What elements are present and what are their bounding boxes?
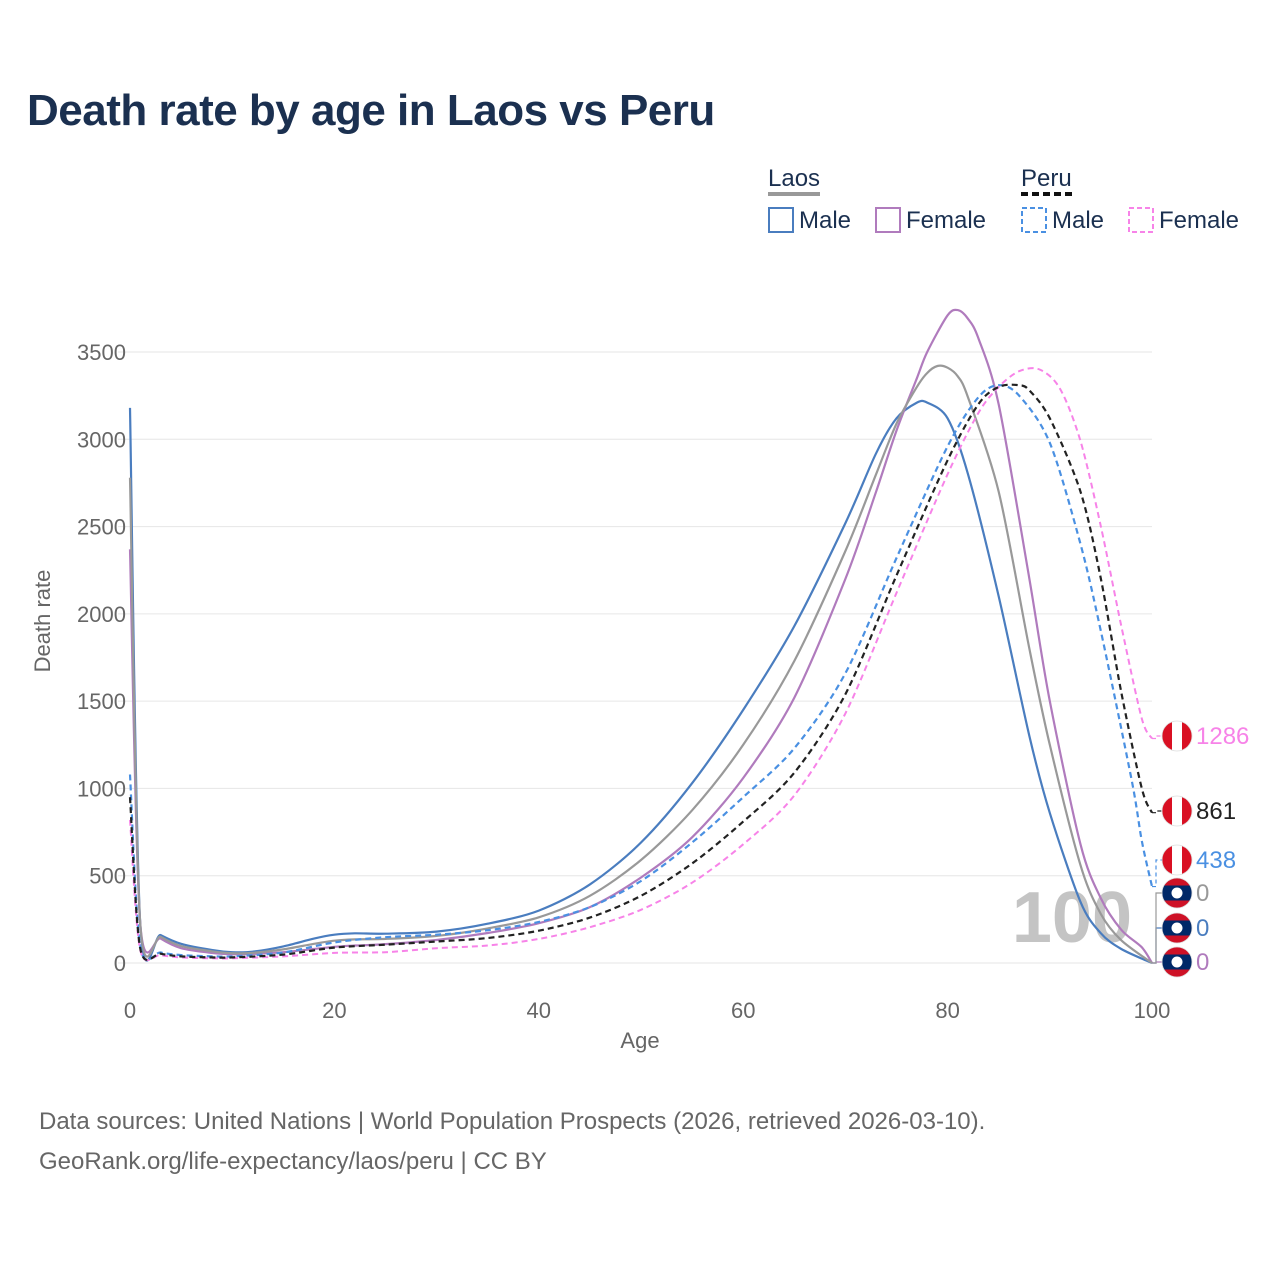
legend-peru-male-swatch[interactable] [1021, 207, 1047, 233]
x-tick-0: 0 [124, 998, 136, 1023]
flag-laos-laos-both [1161, 877, 1193, 909]
y-tick-2500: 2500 [77, 515, 126, 540]
series-line-peru-male[interactable] [128, 384, 1154, 961]
legend: Laos Male Female Peru Male Female [768, 165, 1239, 234]
series-line-laos-both[interactable] [128, 364, 1153, 964]
y-axis-ticks: 0 500 1000 1500 2000 2500 3000 3500 [77, 340, 126, 976]
y-tick-2000: 2000 [77, 602, 126, 627]
y-tick-1000: 1000 [77, 776, 126, 801]
y-tick-3500: 3500 [77, 340, 126, 365]
series-line-laos-male[interactable] [128, 399, 1153, 965]
series-line-peru-female[interactable] [129, 367, 1153, 962]
connector-laos-male [1152, 927, 1162, 964]
series-line-peru-both[interactable] [128, 383, 1154, 961]
y-tick-1500: 1500 [77, 689, 126, 714]
year-watermark: 100 [1012, 878, 1132, 958]
grid-lines [118, 351, 1152, 964]
chart-title: Death rate by age in Laos vs Peru [27, 86, 715, 135]
legend-laos-male-swatch[interactable] [768, 207, 794, 233]
y-axis-label: Death rate [30, 570, 55, 673]
legend-peru-female-label[interactable]: Female [1159, 207, 1239, 234]
legend-group-peru-title: Peru [1021, 165, 1072, 192]
flag-peru-peru-male [1161, 844, 1193, 876]
legend-laos-female-label[interactable]: Female [906, 207, 986, 234]
end-labels: 0 0 0 438 1286 861 [1161, 720, 1249, 978]
connector-peru-male [1152, 859, 1162, 888]
y-tick-500: 500 [89, 864, 126, 889]
end-value-laos-female: 0 [1196, 949, 1209, 976]
x-tick-20: 20 [322, 998, 346, 1023]
legend-group-laos: Laos Male Female [768, 165, 986, 234]
legend-peru-male-label[interactable]: Male [1052, 207, 1104, 234]
end-value-laos-male: 0 [1196, 915, 1209, 942]
x-axis-ticks: 0 20 40 60 80 100 [124, 998, 1170, 1023]
source-link[interactable]: GeoRank.org/life-expectancy/laos/peru | … [39, 1148, 547, 1175]
x-tick-80: 80 [935, 998, 959, 1023]
connector-laos-both [1152, 892, 1162, 964]
x-axis-label: Age [620, 1028, 659, 1053]
flag-laos-laos-female [1161, 946, 1193, 978]
y-tick-3000: 3000 [77, 427, 126, 452]
series-line-laos-female[interactable] [128, 308, 1153, 964]
x-tick-40: 40 [527, 998, 551, 1023]
legend-peru-female-swatch[interactable] [1128, 207, 1154, 233]
connector-peru-both [1152, 810, 1162, 814]
x-tick-100: 100 [1134, 998, 1171, 1023]
connector-peru-female [1152, 735, 1162, 740]
end-value-laos-both: 0 [1196, 880, 1209, 907]
source-line-1: Data sources: United Nations | World Pop… [39, 1108, 986, 1135]
legend-laos-female-swatch[interactable] [875, 207, 901, 233]
flag-laos-laos-male [1161, 912, 1193, 944]
legend-group-peru: Peru Male Female [1021, 165, 1239, 234]
end-value-peru-male: 438 [1196, 847, 1236, 874]
flag-peru-peru-female [1161, 720, 1193, 752]
x-tick-60: 60 [731, 998, 755, 1023]
y-tick-0: 0 [114, 951, 126, 976]
legend-laos-male-label[interactable]: Male [799, 207, 851, 234]
end-value-peru-both: 861 [1196, 798, 1236, 825]
legend-group-laos-title: Laos [768, 165, 820, 192]
series-lines [128, 308, 1154, 965]
flag-peru-peru-both [1161, 795, 1193, 827]
end-connectors [1152, 735, 1162, 964]
end-value-peru-female: 1286 [1196, 723, 1249, 750]
